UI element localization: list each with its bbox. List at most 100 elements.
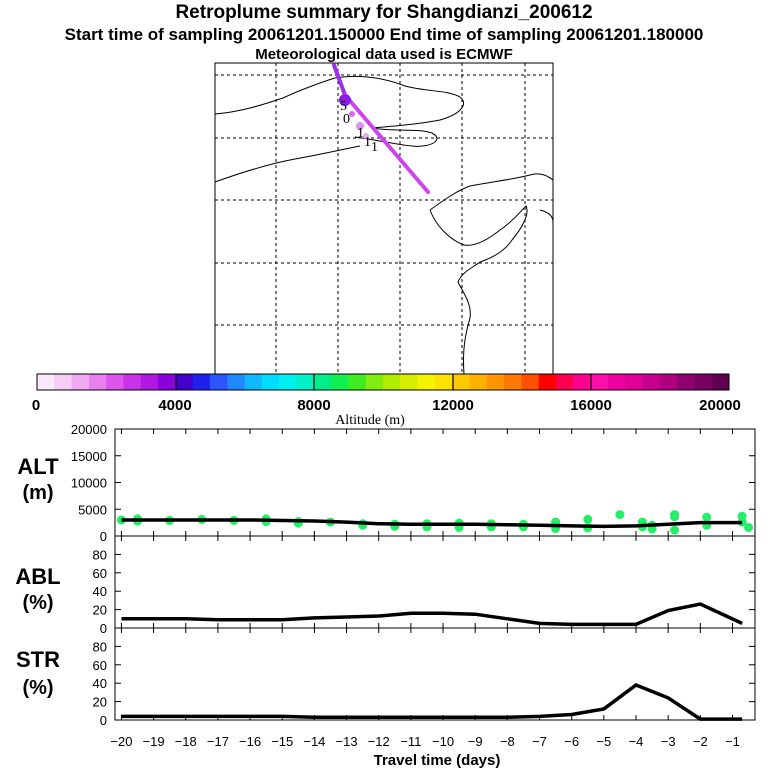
y-tick-label: 0 [100, 529, 107, 544]
x-tick-label: −10 [432, 734, 454, 749]
colorbar-cell [590, 374, 609, 390]
colorbar-cell [244, 374, 263, 390]
x-tick-label: −19 [143, 734, 165, 749]
x-tick-label: −8 [500, 734, 515, 749]
y-axis-label: STR [16, 647, 60, 672]
map-panel: 5 0 1 1 1 [214, 62, 554, 375]
colorbar-tick: 16000 [570, 397, 612, 414]
y-tick-label: 60 [93, 658, 107, 673]
alt-point [615, 510, 625, 520]
x-tick-label: −15 [271, 734, 293, 749]
plume-label: 1 [371, 140, 378, 155]
x-tick-label: −7 [532, 734, 547, 749]
colorbar-cell [88, 374, 107, 390]
y-tick-label: 0 [100, 713, 107, 728]
abl-panel: 0 20 40 60 80 ABL (%) [15, 535, 756, 636]
plume-label: 0 [343, 112, 350, 127]
alt-panel: 0 5000 10000 15000 20000 ALT (m) [17, 422, 756, 544]
colorbar-cell [486, 374, 505, 390]
colorbar-tick: 0 [32, 397, 40, 414]
colorbar-cell [504, 374, 522, 390]
x-tick-label: −12 [368, 734, 390, 749]
alt-point [744, 522, 754, 532]
colorbar-cell [313, 374, 332, 390]
plume-labels: 5 0 1 1 1 [340, 99, 378, 155]
colorbar-tick: 8000 [297, 397, 330, 414]
colorbar-cell [158, 374, 176, 390]
y-tick-label: 5000 [78, 502, 107, 517]
x-tick-label: −13 [336, 734, 358, 749]
colorbar-cell [642, 374, 661, 390]
x-tick-label: −3 [661, 734, 676, 749]
colorbar-tick: 20000 [699, 397, 741, 414]
colorbar-cell [625, 374, 643, 390]
x-tick-label: −9 [468, 734, 483, 749]
y-tick-label: 40 [93, 584, 107, 599]
panel-frame [114, 627, 756, 721]
met-data-line: Meteorological data used is ECMWF [255, 46, 513, 63]
alt-point [670, 510, 680, 520]
x-tick-label: −6 [564, 734, 579, 749]
altitude-colorbar [36, 373, 730, 391]
x-axis-label: Travel time (days) [374, 752, 501, 768]
colorbar-cell [192, 374, 211, 390]
plume-label: 1 [364, 135, 371, 150]
x-tick-labels: −20 −19 −18 −17 −16 −15 −14 −13 −12 −11 −10 −9 −8 −7 −… [110, 734, 740, 749]
colorbar-cell [452, 374, 470, 390]
x-tick-label: −1 [725, 734, 740, 749]
plume-marker [339, 94, 351, 106]
colorbar-cell [400, 374, 418, 390]
str-line [121, 683, 743, 721]
x-tick-label: −4 [629, 734, 644, 749]
colorbar-cell [383, 374, 401, 390]
x-tick-label: −14 [303, 734, 325, 749]
colorbar-tick: 4000 [158, 397, 191, 414]
colorbar-cell [417, 374, 436, 390]
x-tick-label: −11 [400, 734, 421, 749]
colorbar-cell [210, 374, 228, 390]
y-tick-label: 80 [93, 639, 107, 654]
colorbar-cell [434, 374, 453, 390]
y-tick-label: 20 [93, 695, 107, 710]
y-tick-label: 0 [100, 621, 107, 636]
alt-point [583, 514, 593, 524]
colorbar-cell [175, 374, 194, 390]
colorbar-cell [227, 374, 245, 390]
colorbar-cell [694, 374, 713, 390]
abl-line [121, 602, 743, 627]
y-tick-label: 80 [93, 547, 107, 562]
y-tick-label: 20 [93, 603, 107, 618]
colorbar-cell [365, 374, 384, 390]
colorbar-cell [279, 374, 297, 390]
map-coastlines [214, 75, 554, 375]
x-tick-label: −5 [596, 734, 611, 749]
colorbar-cell [711, 374, 730, 390]
y-tick-label: 10000 [71, 476, 107, 491]
y-tick-label: 20000 [71, 422, 107, 437]
colorbar-cell [538, 374, 557, 390]
colorbar-cell [261, 374, 280, 390]
x-tick-label: −16 [239, 734, 261, 749]
map-graticule [215, 63, 553, 374]
retroplume-track [332, 63, 430, 194]
colorbar-cell [296, 374, 315, 390]
plume-label: 5 [340, 99, 347, 114]
colorbar-cell [573, 374, 591, 390]
colorbar-cell [54, 374, 72, 390]
colorbar-cell [348, 374, 367, 390]
sampling-times: Start time of sampling 20061201.150000 E… [64, 25, 704, 44]
alt-point [670, 525, 680, 535]
map-frame [214, 62, 554, 375]
colorbar-cell [123, 374, 142, 390]
colorbar-cell [106, 374, 124, 390]
colorbar-cell [331, 374, 349, 390]
colorbar-tick: 12000 [432, 397, 474, 414]
colorbar-cell [659, 374, 678, 390]
str-panel: 0 20 40 60 80 STR (%) [16, 627, 756, 728]
x-tick-label: −17 [207, 734, 229, 749]
chart-title: Retroplume summary for Shangdianzi_20061… [175, 2, 593, 23]
colorbar-cell [556, 374, 574, 390]
y-tick-label: 40 [93, 676, 107, 691]
y-tick-label: 15000 [71, 449, 107, 464]
